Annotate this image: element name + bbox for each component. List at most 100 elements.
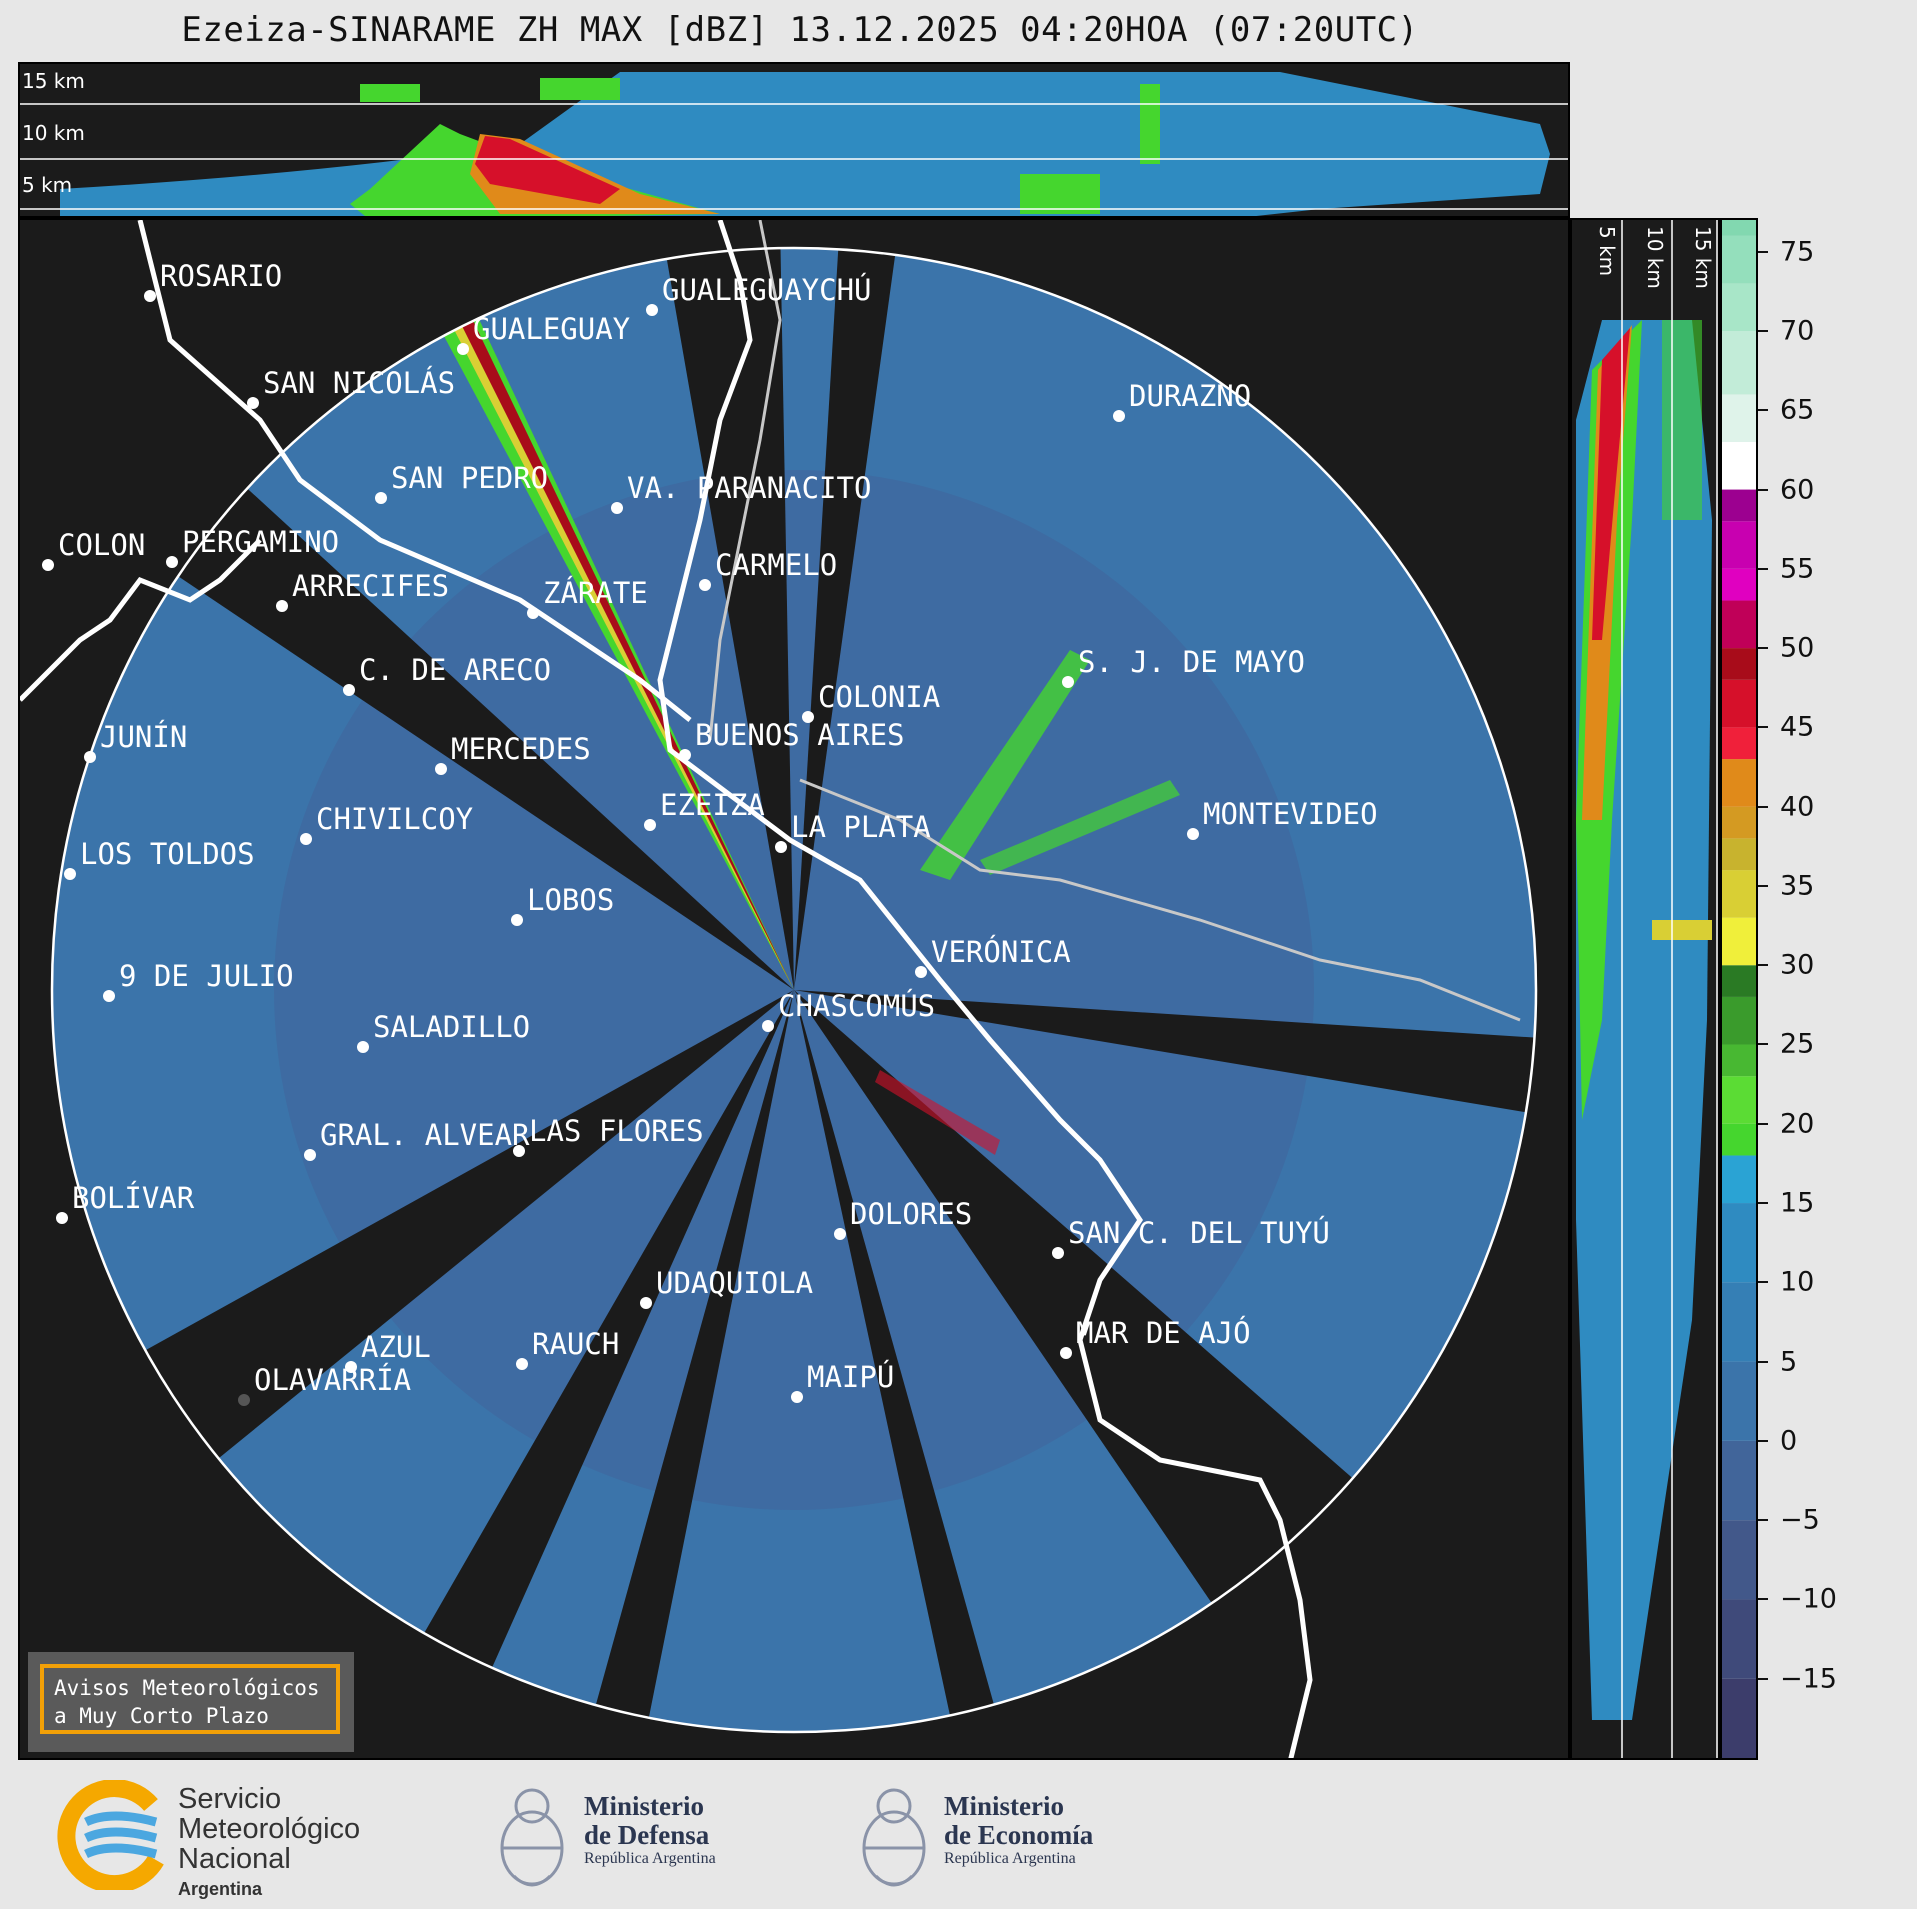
colorbar-tick-label: 55 xyxy=(1780,553,1815,585)
colorbar-tick-label: 45 xyxy=(1780,711,1815,743)
blocked-sector xyxy=(350,990,794,1732)
colorbar-tick-mark xyxy=(1758,647,1768,650)
city-label: LOBOS xyxy=(527,883,614,917)
colorbar-tick-mark xyxy=(1758,250,1768,253)
city-marker: SAN PEDRO xyxy=(375,461,548,504)
city-marker: SAN NICOLÁS xyxy=(247,366,455,409)
top-cross-section-panel: 15 km 10 km 5 km xyxy=(18,62,1570,218)
colorbar-segment xyxy=(1722,1155,1756,1204)
colorbar-segment xyxy=(1722,521,1756,569)
cities-layer: ROSARIO GUALEGUAYCHÚ GUALEGUAY SAN NICOLÁS D… xyxy=(42,259,1378,1406)
city-marker: LA PLATA xyxy=(775,810,931,853)
city-label: PERGAMINO xyxy=(182,525,339,559)
aviso-link[interactable]: Avisos Meteorológicos a Muy Corto Plazo xyxy=(40,1664,340,1734)
colorbar-tick-mark xyxy=(1758,1281,1768,1284)
colorbar-tick-mark xyxy=(1758,1519,1768,1522)
colorbar-segment xyxy=(1722,806,1756,839)
echo-green-ne-2 xyxy=(980,780,1180,875)
city-dot xyxy=(646,304,658,316)
colorbar-segment xyxy=(1722,965,1756,997)
colorbar-segment xyxy=(1722,870,1756,918)
city-label: CARMELO xyxy=(715,548,837,582)
colorbar-segment xyxy=(1722,489,1756,522)
top-echo-green-top-2 xyxy=(540,78,620,100)
top-km-label: 10 km xyxy=(22,121,85,145)
uruguay-river xyxy=(708,220,782,741)
top-echo-green-right xyxy=(1020,174,1100,214)
defensa-line2: de Defensa xyxy=(584,1820,710,1850)
city-marker: LAS FLORES xyxy=(513,1114,704,1157)
city-marker: CARMELO xyxy=(699,548,837,591)
city-marker: JUNÍN xyxy=(84,720,187,763)
city-marker: BUENOS AIRES xyxy=(679,718,905,761)
defensa-logo-text: Ministerio de Defensa República Argentin… xyxy=(584,1792,716,1868)
city-marker: MAR DE AJÓ xyxy=(1060,1316,1251,1359)
colorbar-segment xyxy=(1722,1520,1756,1600)
colorbar-tick-mark xyxy=(1758,1677,1768,1680)
colorbar-segment xyxy=(1722,1361,1756,1441)
city-dot xyxy=(1052,1247,1064,1259)
city-dot xyxy=(238,1394,250,1406)
colorbar-segment xyxy=(1722,600,1756,649)
top-cross-section-svg: 15 km 10 km 5 km xyxy=(20,69,1568,216)
colorbar-segment xyxy=(1722,220,1756,236)
economia-line1: Ministerio xyxy=(944,1791,1064,1821)
city-marker: LOS TOLDOS xyxy=(64,837,255,880)
city-dot xyxy=(611,502,623,514)
colorbar-tick-mark xyxy=(1758,329,1768,332)
blocked-sector xyxy=(580,990,794,1732)
colorbar-tick-mark xyxy=(1758,488,1768,491)
colorbar-tick-mark xyxy=(1758,1122,1768,1125)
city-dot xyxy=(304,1149,316,1161)
city-marker: COLON xyxy=(42,528,145,571)
city-label: VERÓNICA xyxy=(931,935,1071,969)
colorbar-tick-mark xyxy=(1758,964,1768,967)
city-label: AZUL xyxy=(361,1330,431,1364)
city-dot xyxy=(166,556,178,568)
colorbar-segment xyxy=(1722,1123,1756,1156)
city-dot xyxy=(1060,1347,1072,1359)
colorbar-segment xyxy=(1722,330,1756,395)
city-dot xyxy=(300,833,312,845)
colorbar-tick-label: 75 xyxy=(1780,236,1815,268)
top-echo-green-right-2 xyxy=(1140,84,1160,164)
colorbar-segment xyxy=(1722,1044,1756,1077)
echo-red-se xyxy=(875,1070,1000,1155)
blocked-sector xyxy=(794,990,1010,1732)
side-km-label: 5 km xyxy=(1595,226,1619,276)
city-dot xyxy=(834,1228,846,1240)
colorbar-segment xyxy=(1722,1203,1756,1283)
colorbar-tick-label: 20 xyxy=(1780,1108,1815,1140)
city-dot xyxy=(513,1145,525,1157)
economia-line3: República Argentina xyxy=(944,1850,1076,1867)
city-label: SALADILLO xyxy=(373,1010,530,1044)
city-marker: ROSARIO xyxy=(144,259,282,302)
colorbar-tick-label: 65 xyxy=(1780,394,1815,426)
smn-line2: Meteorológico xyxy=(178,1813,361,1845)
aviso-panel[interactable]: Avisos Meteorológicos a Muy Corto Plazo xyxy=(28,1652,354,1752)
city-dot xyxy=(699,579,711,591)
city-dot xyxy=(679,749,691,761)
city-marker: ZÁRATE xyxy=(527,576,648,619)
colorbar-segment xyxy=(1722,996,1756,1045)
smn-line4: Argentina xyxy=(178,1879,263,1899)
city-label: LA PLATA xyxy=(791,810,931,844)
economia-line2: de Economía xyxy=(944,1820,1094,1850)
coastline xyxy=(657,220,1313,1758)
city-marker: MAIPÚ xyxy=(791,1360,894,1403)
colorbar-tick-label: −5 xyxy=(1780,1504,1820,1536)
side-echo-green xyxy=(1576,320,1642,1120)
city-label: MONTEVIDEO xyxy=(1203,797,1378,831)
colorbar-segment xyxy=(1722,441,1756,490)
colorbar-tick-label: 25 xyxy=(1780,1028,1815,1060)
colorbar-tick-label: 40 xyxy=(1780,791,1815,823)
top-echo-field xyxy=(60,72,1550,216)
city-dot xyxy=(457,343,469,355)
radar-map-svg: ROSARIO GUALEGUAYCHÚ GUALEGUAY SAN NICOLÁS D… xyxy=(20,220,1538,1758)
defensa-line3: República Argentina xyxy=(584,1850,716,1867)
city-label: BOLÍVAR xyxy=(72,1181,195,1215)
city-marker: GUALEGUAY xyxy=(457,312,630,355)
city-dot xyxy=(511,914,523,926)
colorbar-segment xyxy=(1722,568,1756,601)
dbz-colorbar xyxy=(1720,218,1758,1760)
